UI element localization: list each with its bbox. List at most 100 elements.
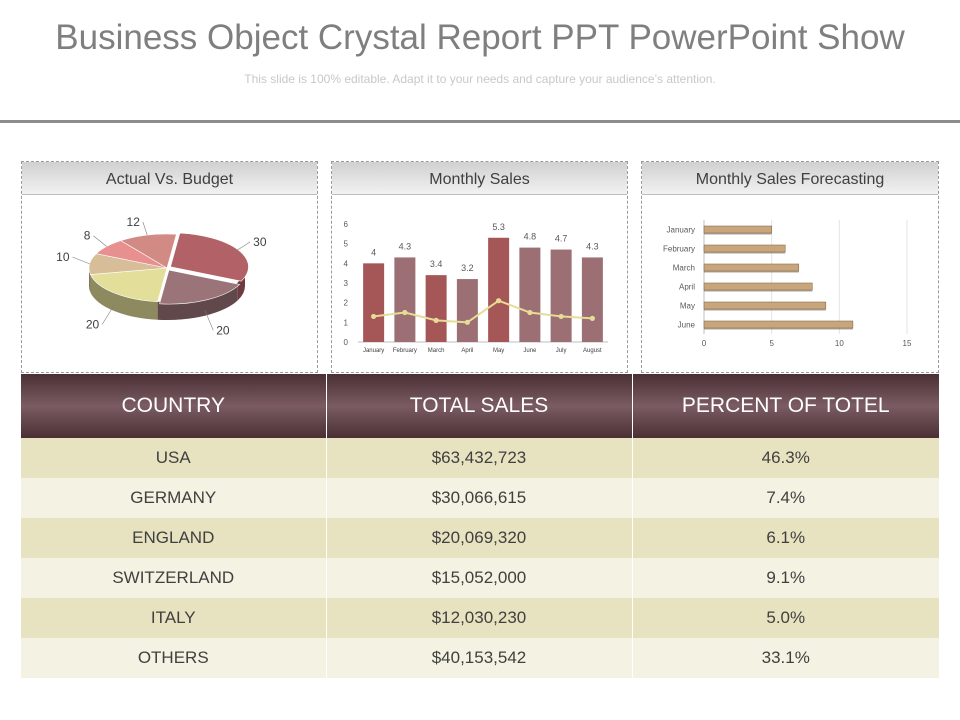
pie-chart: 30 20 20 10 8 12: [56, 215, 267, 337]
y-tick-label: January: [667, 226, 695, 235]
header-divider: [0, 120, 960, 123]
bar-data-label: 4.3: [399, 241, 412, 251]
y-tick-label: 1: [344, 318, 349, 327]
panel-title: Actual Vs. Budget: [22, 162, 317, 195]
y-tick-label: June: [678, 321, 696, 330]
line-point: [371, 313, 377, 320]
bar: [394, 257, 416, 342]
bar-data-label: 4.3: [586, 241, 599, 251]
pie-data-label: 8: [84, 229, 91, 243]
x-tick-label: February: [393, 348, 417, 354]
x-tick-label: 0: [702, 339, 707, 348]
pie-data-label: 12: [127, 215, 141, 229]
bar: [363, 263, 385, 342]
bar: [581, 257, 603, 342]
y-tick-label: 4: [344, 259, 349, 268]
panel-actual-vs-budget: Actual Vs. Budget 30 20 20 10 8 12: [21, 161, 318, 373]
cell-total-sales: $12,030,230: [326, 598, 633, 638]
cell-country: ITALY: [21, 598, 327, 638]
bar: [550, 249, 572, 342]
line-point: [496, 298, 502, 304]
y-tick-label: February: [663, 245, 695, 254]
cell-total-sales: $40,153,542: [326, 638, 633, 678]
table-row: SWITZERLAND $15,052,000 9.1%: [21, 558, 939, 598]
bar: [425, 275, 447, 342]
panel-monthly-sales-forecasting: Monthly Sales Forecasting 0 5 10 15 January F…: [641, 161, 939, 373]
y-tick-label: 3: [344, 279, 349, 288]
y-tick-label: May: [680, 302, 695, 311]
bar: [703, 263, 800, 272]
cell-percent: 6.1%: [632, 518, 939, 558]
cell-percent: 9.1%: [632, 558, 939, 598]
page-subtitle: This slide is 100% editable. Adapt it to…: [244, 72, 716, 86]
y-tick-label: 5: [344, 240, 349, 249]
cell-country: ENGLAND: [21, 518, 327, 558]
pie-leader-line: [235, 241, 251, 252]
cell-country: SWITZERLAND: [21, 558, 327, 598]
bar: [456, 279, 478, 342]
pie-leader-line: [204, 310, 214, 331]
x-tick-label: March: [428, 348, 445, 354]
pie-leader-line: [93, 235, 107, 247]
y-tick-label: 2: [344, 299, 349, 308]
cell-country: USA: [21, 438, 327, 478]
column-header-country: COUNTRY: [21, 374, 327, 438]
line-point: [464, 319, 470, 325]
pie-leader-line: [142, 221, 148, 236]
cell-percent: 5.0%: [632, 598, 939, 638]
bar-data-label: 5.3: [492, 222, 505, 232]
table-row: USA $63,432,723 46.3%: [21, 438, 939, 478]
pie-slice-side: [90, 274, 158, 320]
line-point: [527, 309, 533, 316]
bar: [703, 301, 827, 310]
pie-leader-line: [72, 256, 90, 265]
line-point: [589, 315, 595, 321]
y-tick-label: April: [679, 283, 695, 292]
line-point: [433, 317, 439, 323]
y-tick-label: 0: [344, 338, 349, 347]
pie-data-label: 30: [253, 235, 267, 249]
panel-title: Monthly Sales: [332, 162, 627, 195]
sales-table: COUNTRY TOTAL SALES PERCENT OF TOTEL USA…: [21, 374, 939, 678]
pie-slice: [170, 232, 249, 282]
panel-monthly-sales: Monthly Sales 0 1 2 3 4 5 6 4 January 4.3 February…: [331, 161, 628, 373]
x-tick-label: May: [493, 348, 504, 354]
table-row: ITALY $12,030,230 5.0%: [21, 598, 939, 638]
pie-data-label: 20: [86, 317, 100, 331]
bar-chart: 0 1 2 3 4 5 6 4 January 4.3 February 3.4 March 3.2 Apr…: [344, 220, 608, 354]
pie-data-label: 10: [56, 250, 70, 264]
cell-percent: 33.1%: [632, 638, 939, 678]
y-tick-label: March: [673, 264, 695, 273]
table-header-row: COUNTRY TOTAL SALES PERCENT OF TOTEL: [21, 374, 939, 438]
x-tick-label: July: [556, 348, 567, 354]
bar-data-label: 4.7: [555, 234, 568, 244]
cell-total-sales: $20,069,320: [326, 518, 633, 558]
cell-country: OTHERS: [21, 638, 327, 678]
page-title: Business Object Crystal Report PPT Power…: [55, 18, 905, 57]
column-header-total-sales: TOTAL SALES: [326, 374, 633, 438]
cell-country: GERMANY: [21, 478, 327, 518]
x-tick-label: 10: [835, 339, 844, 348]
bar-data-label: 4: [371, 247, 376, 257]
x-tick-label: 5: [769, 339, 774, 348]
cell-total-sales: $15,052,000: [326, 558, 633, 598]
pie-slice: [90, 267, 168, 303]
line-series: [373, 299, 593, 324]
x-tick-label: 15: [903, 339, 912, 348]
table-row: GERMANY $30,066,615 7.4%: [21, 478, 939, 518]
pie-slice: [159, 269, 241, 305]
bar: [703, 244, 786, 253]
horizontal-bar-chart: 0 5 10 15 January February March April May June: [663, 220, 912, 348]
bar: [703, 282, 813, 291]
panel-title: Monthly Sales Forecasting: [642, 162, 938, 195]
bar: [519, 247, 541, 342]
pie-leader-line: [101, 305, 115, 325]
bar-data-label: 3.2: [461, 263, 474, 273]
line-point: [402, 309, 408, 316]
bar-data-label: 4.8: [524, 232, 537, 242]
bar-data-label: 3.4: [430, 259, 443, 269]
cell-percent: 46.3%: [632, 438, 939, 478]
line-point: [558, 313, 564, 320]
cell-total-sales: $30,066,615: [326, 478, 633, 518]
x-tick-label: April: [461, 348, 473, 354]
